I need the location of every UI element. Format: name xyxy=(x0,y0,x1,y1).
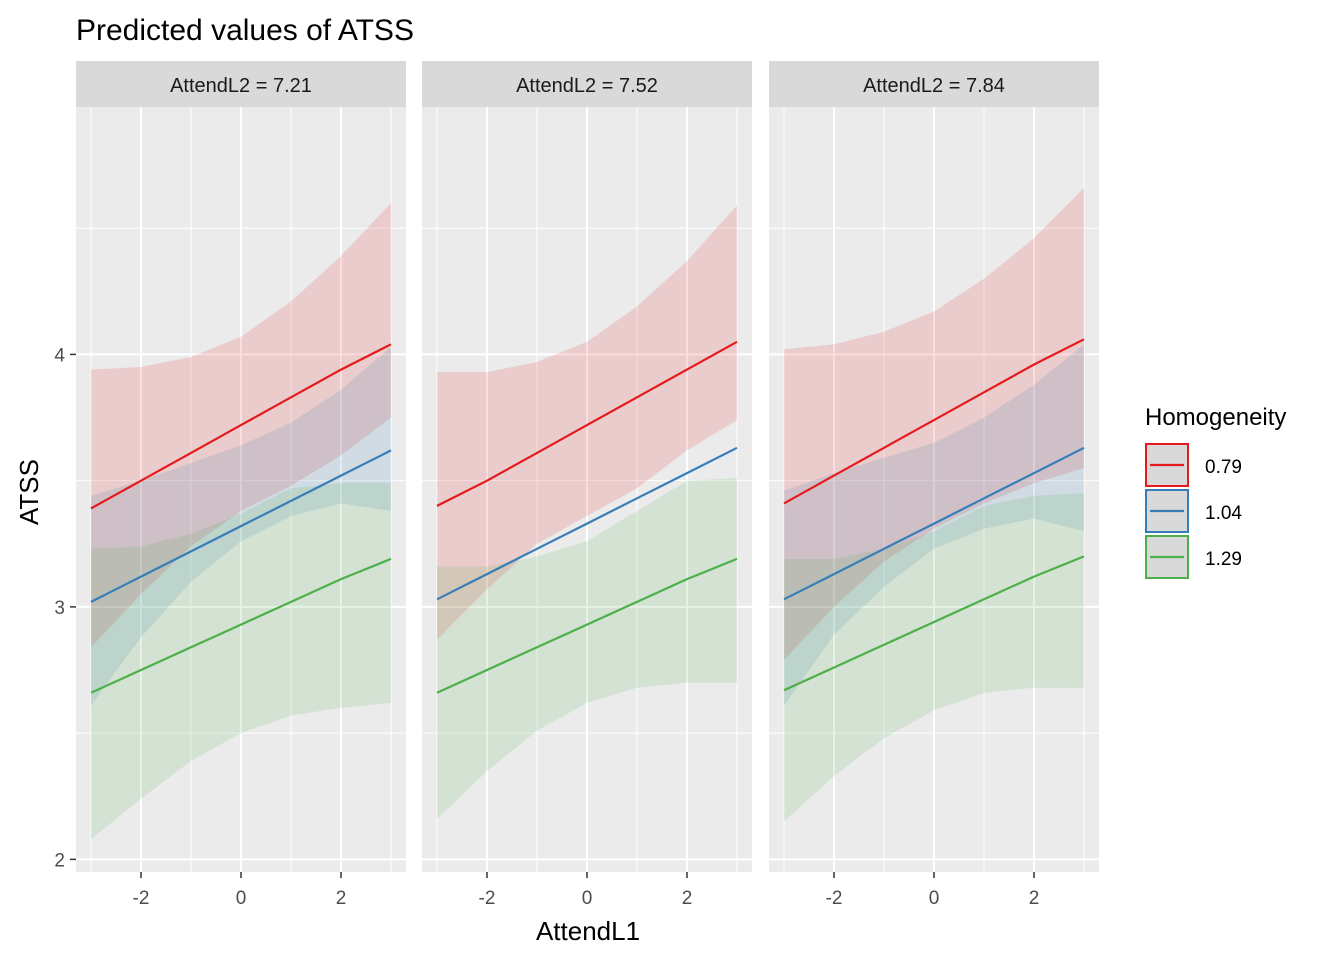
series-line xyxy=(783,446,1085,601)
y-tick-label: 2 xyxy=(54,850,65,871)
confidence-band xyxy=(784,493,1084,822)
x-tick-label: 0 xyxy=(236,888,247,909)
confidence-band xyxy=(784,187,1084,660)
x-tick-label: -2 xyxy=(826,888,843,909)
y-tick-label: 3 xyxy=(54,598,65,619)
series-line xyxy=(436,557,738,694)
x-tick-label: 2 xyxy=(682,888,693,909)
confidence-band xyxy=(437,205,737,640)
legend-item: 0.79 xyxy=(1145,443,1242,487)
series-line xyxy=(436,340,738,507)
facet-strip xyxy=(769,61,1099,107)
facet-strip xyxy=(422,61,752,107)
series-line xyxy=(783,338,1085,505)
series-line xyxy=(436,446,738,601)
facet-panel: AttendL2 = 7.21 -2 0 2 2 3 4 xyxy=(54,61,406,909)
facet-strip-label: AttendL2 = 7.52 xyxy=(516,75,658,97)
facet-panel: AttendL2 = 7.84 -2 0 2 xyxy=(769,61,1099,909)
x-tick-label: 2 xyxy=(1029,888,1040,909)
facet-panel: AttendL2 = 7.52 -2 0 2 xyxy=(422,61,752,909)
facet-strip-label: AttendL2 = 7.84 xyxy=(863,75,1005,97)
confidence-band xyxy=(91,483,391,840)
series-line xyxy=(783,555,1085,692)
confidence-band xyxy=(437,478,737,819)
x-tick-label: 0 xyxy=(929,888,940,909)
facet-panels: AttendL2 = 7.21 -2 0 2 2 3 4 AttendL2 = 7.52 -2 0… xyxy=(54,61,1099,909)
series-line xyxy=(90,557,392,694)
y-tick-label: 4 xyxy=(54,345,65,366)
x-tick-label: 0 xyxy=(582,888,593,909)
legend-label: 1.04 xyxy=(1205,503,1242,524)
facet-strip-label: AttendL2 = 7.21 xyxy=(170,75,312,97)
legend-item: 1.29 xyxy=(1145,535,1242,579)
x-tick-label: -2 xyxy=(479,888,496,909)
x-axis-title: AttendL1 xyxy=(536,916,640,946)
y-axis-title: ATSS xyxy=(14,459,44,525)
series-line xyxy=(90,449,392,603)
legend: Homogeneity 0.79 1.04 1.29 xyxy=(1145,404,1286,579)
legend-label: 0.79 xyxy=(1205,457,1242,478)
chart-title: Predicted values of ATSS xyxy=(76,14,414,47)
facet-strip xyxy=(76,61,406,107)
series-line xyxy=(90,343,392,510)
x-tick-label: -2 xyxy=(133,888,150,909)
legend-label: 1.29 xyxy=(1205,549,1242,570)
legend-title: Homogeneity xyxy=(1145,404,1286,431)
legend-item: 1.04 xyxy=(1145,489,1242,533)
x-tick-label: 2 xyxy=(336,888,347,909)
confidence-band xyxy=(784,344,1084,706)
